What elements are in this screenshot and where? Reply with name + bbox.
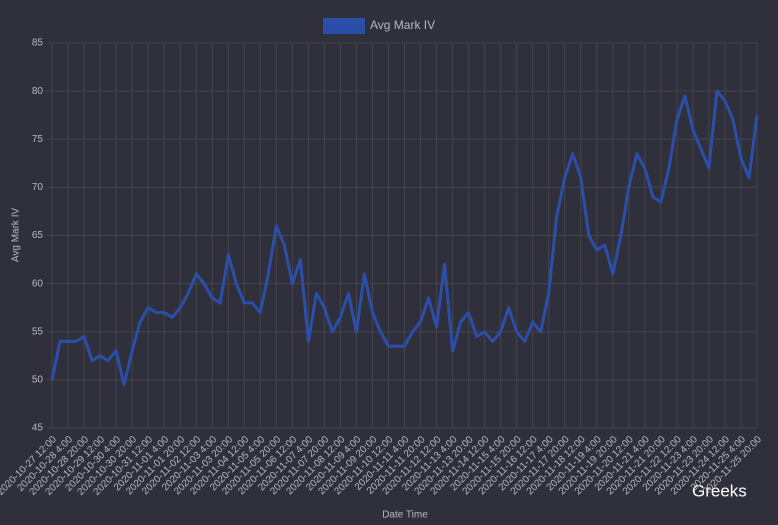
y-tick-label: 55	[32, 326, 44, 337]
y-tick-label: 80	[32, 86, 44, 97]
legend-label: Avg Mark IV	[370, 18, 435, 32]
legend-swatch	[323, 18, 365, 34]
y-tick-label: 45	[32, 423, 44, 434]
y-tick-label: 65	[32, 230, 44, 241]
y-tick-label: 75	[32, 134, 44, 145]
line	[50, 89, 759, 387]
y-tick-label: 50	[32, 375, 44, 386]
x-axis-title: Date Time	[382, 510, 428, 521]
y-tick-label: 85	[32, 38, 44, 49]
y-tick-label: 70	[32, 182, 44, 193]
watermark: Greeks	[692, 481, 747, 500]
y-tick-label: 60	[32, 278, 44, 289]
y-axis-title: Avg Mark IV	[11, 208, 22, 263]
